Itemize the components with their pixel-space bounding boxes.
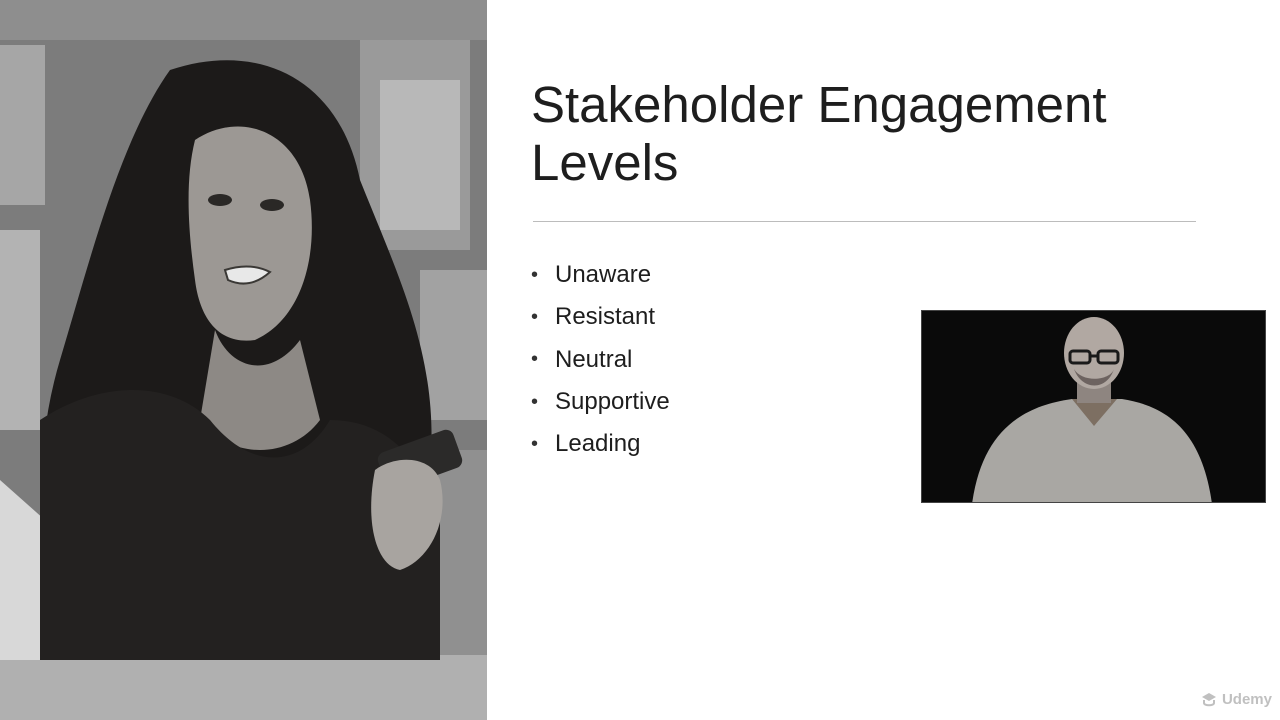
slide-title-line-1: Stakeholder Engagement	[531, 76, 1107, 133]
bullet-label: Leading	[555, 430, 641, 458]
bullet-dot: •	[531, 305, 539, 328]
bullet-item: • Leading	[531, 423, 670, 465]
bullet-item: • Unaware	[531, 254, 670, 296]
bullet-dot: •	[531, 390, 539, 413]
slide-title-line-2: Levels	[531, 134, 679, 191]
bullet-dot: •	[531, 348, 539, 371]
bullet-item: • Resistant	[531, 296, 670, 338]
bullet-dot: •	[531, 432, 539, 455]
bullet-list: • Unaware • Resistant • Neutral • Suppor…	[531, 254, 670, 465]
bullet-label: Unaware	[555, 261, 652, 289]
slide-title: Stakeholder Engagement Levels	[531, 76, 1231, 192]
udemy-watermark-text: Udemy	[1221, 691, 1272, 708]
udemy-watermark: Udemy	[1200, 691, 1272, 708]
bullet-label: Neutral	[555, 345, 633, 373]
bullet-item: • Neutral	[531, 339, 670, 381]
title-divider	[533, 221, 1196, 222]
bullet-label: Resistant	[555, 303, 656, 331]
presenter-webcam	[921, 310, 1266, 503]
stock-photo	[0, 0, 487, 720]
udemy-logo-icon	[1201, 692, 1216, 706]
bullet-label: Supportive	[555, 388, 670, 416]
bullet-item: • Supportive	[531, 381, 670, 423]
bullet-dot: •	[531, 263, 539, 286]
presenter-illustration	[922, 311, 1265, 502]
stock-photo-illustration	[0, 0, 487, 720]
